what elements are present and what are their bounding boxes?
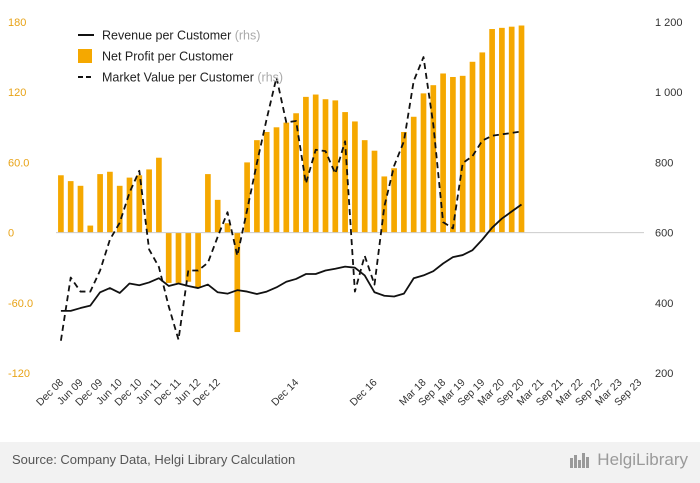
y-left-tick-label: 60.0 [8, 157, 29, 169]
legend-rhs-suffix: (rhs) [254, 71, 283, 85]
bar-net-profit [450, 76, 456, 233]
bar-net-profit [205, 174, 211, 233]
legend: Revenue per Customer (rhs) Net Profit per… [78, 29, 283, 85]
bar-net-profit [410, 116, 417, 233]
bar-net-profit [107, 171, 113, 233]
y-left-tick-label: -60.0 [8, 298, 33, 310]
y-left-tick-label: 180 [8, 17, 26, 29]
bar-net-profit [67, 181, 74, 233]
bar-net-profit [97, 174, 103, 233]
bar-net-profit [293, 113, 299, 233]
bar-net-profit [175, 232, 182, 283]
y-axis-left: -120 -60.0 0 60.0 120 180 [8, 17, 33, 380]
bar-net-profit [263, 131, 270, 233]
y-axis-right: 200 400 600 800 1 000 1 200 [655, 17, 683, 380]
bar-net-profit [126, 177, 133, 233]
bar-net-profit [156, 157, 162, 233]
source-note: Source: Company Data, Helgi Library Calc… [12, 452, 296, 467]
bar-net-profit [146, 169, 152, 233]
bar-net-profit [322, 99, 329, 233]
bar-net-profit [499, 27, 505, 233]
bar-net-profit [254, 140, 260, 233]
bar-net-profit [489, 29, 495, 233]
y-right-tick-label: 400 [655, 298, 673, 310]
bar-net-profit [273, 127, 280, 233]
line-revenue [60, 203, 523, 312]
bar-net-profit [469, 61, 476, 233]
bar-net-profit [87, 225, 94, 233]
y-right-tick-label: 600 [655, 228, 673, 240]
bar-net-profit [185, 232, 192, 282]
bar-net-profit [361, 140, 368, 233]
legend-bar-swatch [78, 49, 92, 63]
bar-net-profit [371, 150, 378, 233]
brand-name: HelgiLibrary [597, 450, 688, 469]
bar-net-profit [77, 185, 84, 233]
bar-net-profit [391, 168, 397, 233]
y-right-tick-label: 1 000 [655, 87, 683, 99]
legend-label: Net Profit per Customer [102, 50, 233, 64]
bar-net-profit [136, 175, 143, 233]
y-right-tick-label: 1 200 [655, 17, 683, 29]
line-market-value [60, 56, 522, 341]
bar-net-profit [518, 25, 525, 233]
bar-net-profit [214, 199, 221, 233]
bar-net-profit [479, 52, 486, 233]
x-tick-label: Dec 16 [348, 377, 380, 409]
footer: Source: Company Data, Helgi Library Calc… [0, 442, 700, 483]
bar-net-profit [508, 26, 515, 233]
bar-net-profit [234, 232, 241, 333]
bar-net-profit [312, 94, 319, 233]
bar-net-profit [332, 100, 339, 233]
bar-net-profit [430, 85, 437, 233]
y-left-tick-label: -120 [8, 368, 30, 380]
y-right-tick-label: 200 [655, 368, 673, 380]
bar-net-profit [116, 185, 123, 233]
bar-net-profit [352, 121, 358, 233]
bar-net-profit [58, 175, 64, 233]
y-right-tick-label: 800 [655, 157, 673, 169]
library-books-icon [570, 453, 590, 468]
bar-net-profit [440, 73, 446, 233]
bar-net-profit [342, 112, 348, 233]
bar-net-profit [224, 223, 231, 233]
bar-net-profit [165, 232, 172, 283]
legend-label: Market Value per Customer (rhs) [102, 71, 283, 85]
bar-net-profit [244, 162, 250, 233]
brand-logo[interactable]: HelgiLibrary [569, 450, 688, 470]
y-left-tick-label: 120 [8, 87, 26, 99]
line-series [60, 56, 523, 341]
x-tick-label: Dec 14 [269, 377, 301, 409]
bar-net-profit [303, 96, 309, 233]
bar-net-profit [283, 122, 290, 233]
bar-net-profit [420, 93, 427, 233]
legend-label: Revenue per Customer (rhs) [102, 29, 260, 43]
combo-chart: -120 -60.0 0 60.0 120 180 200 400 600 800 1 000 1 … [8, 17, 683, 409]
bar-net-profit [195, 232, 201, 288]
bar-net-profit [401, 131, 407, 233]
y-left-tick-label: 0 [8, 228, 14, 240]
legend-rhs-suffix: (rhs) [231, 29, 260, 43]
bar-net-profit [459, 75, 466, 233]
